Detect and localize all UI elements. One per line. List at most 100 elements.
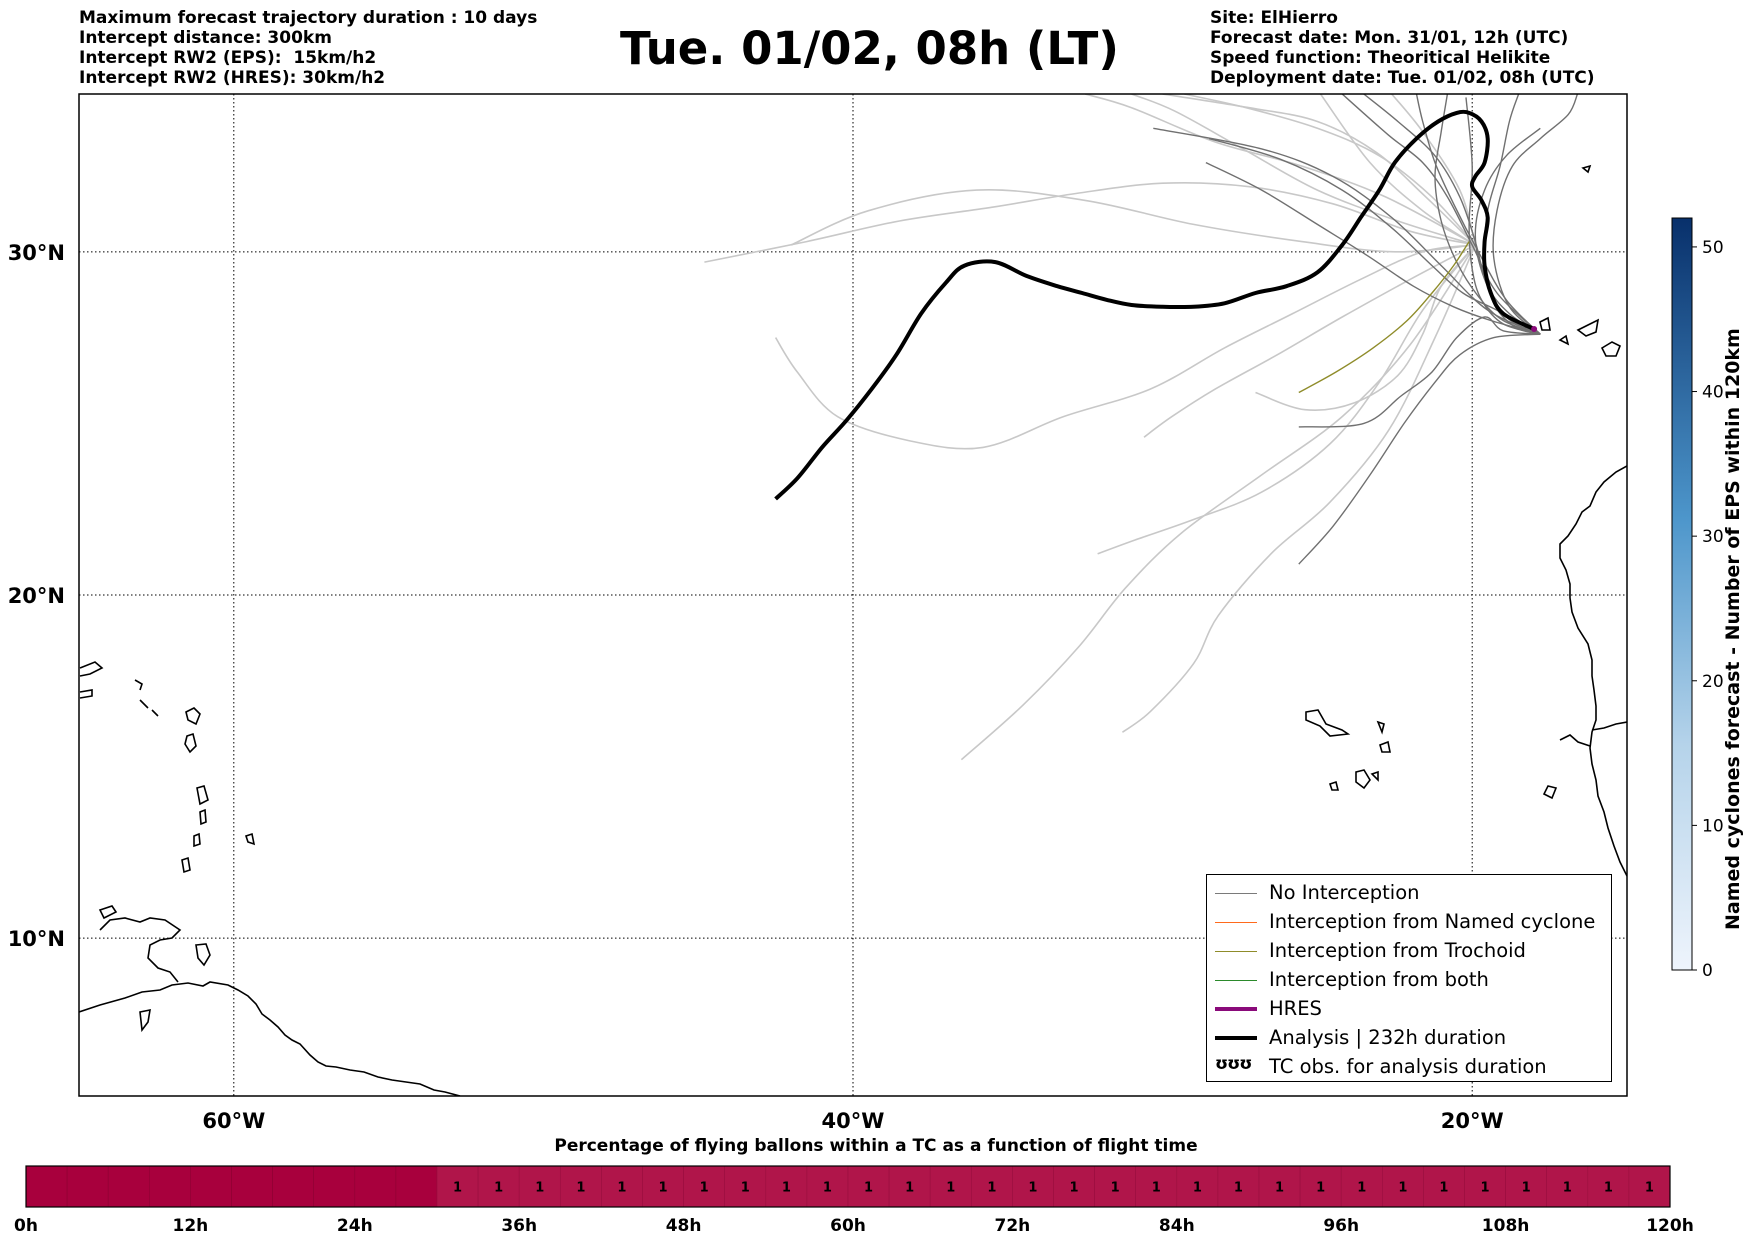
eps-trajectory (1097, 244, 1476, 555)
timeline-cell-value: 1 (782, 1181, 791, 1196)
info-line: Forecast date: Mon. 31/01, 12h (UTC) (1210, 28, 1569, 48)
timeline-cell-value: 1 (1028, 1181, 1037, 1196)
legend-item-both: Interception from both (1207, 966, 1611, 995)
timeline-cell-value: 1 (1316, 1181, 1325, 1196)
coastline-cape-verde (1376, 720, 1385, 735)
eps-trajectory (1162, 94, 1476, 246)
coastline-antilles (184, 732, 197, 754)
analysis-trajectory (774, 109, 1536, 501)
timeline-cell-value: 1 (1152, 1181, 1161, 1196)
legend-item-tc-obs: ʊʊʊ TC obs. for analysis duration (1207, 1053, 1611, 1082)
eps-trajectory (1131, 94, 1476, 246)
coastline-antilles (193, 832, 201, 848)
timeline-tick-label: 48h (666, 1216, 702, 1236)
info-line: Intercept distance: 300km (79, 28, 332, 48)
coastline-canary (1600, 341, 1622, 357)
info-line: Maximum forecast trajectory duration : 1… (79, 8, 538, 28)
coastline-canary (1558, 334, 1570, 346)
timeline-cell-value: 1 (1398, 1181, 1407, 1196)
timeline-cell-value: 1 (823, 1181, 832, 1196)
timeline-cell (1587, 1165, 1630, 1208)
latitude-label: 10°N (8, 927, 65, 951)
timeline-tick-label: 72h (995, 1216, 1031, 1236)
timeline-tick-label: 120h (1646, 1216, 1694, 1236)
timeline-cell-value: 1 (700, 1181, 709, 1196)
legend-swatch (1215, 1036, 1257, 1040)
eps-trajectory (1298, 333, 1541, 565)
legend: No Interception Interception from Named … (1206, 874, 1612, 1082)
timeline-tick-label: 0h (14, 1216, 38, 1236)
timeline-cell-value: 1 (659, 1181, 668, 1196)
map-frame (78, 93, 1628, 1097)
colorbar-tick-label: 40 (1702, 383, 1724, 403)
info-line: Deployment date: Tue. 01/02, 08h (UTC) (1210, 68, 1595, 88)
colorbar-label: Named cyclones forecast - Number of EPS … (1722, 328, 1744, 930)
analysis-track (774, 109, 1536, 501)
legend-item-trochoid: Interception from Trochoid (1207, 937, 1611, 966)
colorbar-ticks: 0 10 20 30 40 50 (1692, 238, 1724, 981)
coastline-madeira (1581, 164, 1592, 174)
timeline-cell (25, 1165, 68, 1208)
legend-item-no-interception: No Interception (1207, 879, 1611, 908)
coastline-antilles (244, 832, 256, 846)
timeline-cell (1053, 1165, 1095, 1208)
coastline-antilles (199, 808, 207, 826)
eps-trajectory (1084, 94, 1476, 246)
timeline-tick-label: 36h (501, 1216, 537, 1236)
timeline-cell (559, 1165, 602, 1208)
longitude-labels: 60°W 40°W 20°W (202, 1109, 1503, 1133)
timeline-tick-label: 24h (337, 1216, 373, 1236)
forecast-parameters: Maximum forecast trajectory duration : 1… (79, 8, 537, 88)
eps-trajectory (1255, 244, 1476, 411)
coastline-antilles (79, 689, 93, 699)
timeline-cell-value: 1 (494, 1181, 503, 1196)
timeline-cell (683, 1165, 725, 1208)
colorbar-tick-label: 10 (1702, 816, 1724, 836)
timeline-bar: 1 1 1 1 1 1 1 1 1 1 1 1 1 1 1 1 1 1 1 1 1 1 1 1 1 1 1 1 1 1 0h 12h 24h 36… (14, 1165, 1694, 1236)
coastline-cape-verde (1355, 769, 1371, 790)
legend-label: Interception from Named cyclone (1269, 910, 1596, 933)
legend-swatch (1215, 922, 1257, 923)
coastline-africa (1559, 465, 1627, 877)
eps-trajectory (1143, 244, 1476, 438)
timeline-cell (1094, 1165, 1136, 1208)
eps-trajectory (1492, 94, 1579, 335)
eps-trajectory (960, 244, 1476, 761)
timeline-cell-value: 1 (946, 1181, 955, 1196)
timeline-cell-value: 1 (1275, 1181, 1284, 1196)
timeline-cell (395, 1165, 438, 1208)
coastline-gulf (99, 917, 182, 983)
longitude-label: 60°W (202, 1109, 265, 1133)
timeline-cell (601, 1165, 643, 1208)
timeline-cell-value: 1 (1481, 1181, 1490, 1196)
timeline-cell-value: 1 (1604, 1181, 1613, 1196)
page-title: Tue. 01/02, 08h (LT) (620, 22, 1119, 75)
colorbar-tick-label: 50 (1702, 238, 1724, 258)
eps-trajectory (1341, 94, 1541, 335)
eps-trajectory (1363, 94, 1541, 335)
longitude-label: 20°W (1441, 1109, 1504, 1133)
timeline-cell-value: 1 (576, 1181, 585, 1196)
timeline-cell-value: 1 (453, 1181, 462, 1196)
timeline-cell-value: 1 (905, 1181, 914, 1196)
eps-trajectories-no-interception (1153, 94, 1579, 565)
coastline-antilles (134, 679, 159, 717)
site-point (1531, 326, 1538, 333)
timeline-cell (354, 1165, 397, 1208)
coastline-cape-verde (1305, 709, 1351, 737)
legend-swatch (1215, 893, 1257, 894)
latitude-label: 30°N (8, 241, 65, 265)
eps-trajectory (1121, 244, 1477, 733)
timeline-cell (1299, 1165, 1342, 1208)
legend-swatch (1215, 1007, 1257, 1011)
colorbar-tick-label: 30 (1702, 527, 1724, 547)
timeline-cell-value: 1 (1522, 1181, 1531, 1196)
colorbar-tick-label: 0 (1702, 961, 1713, 981)
timeline-frame (25, 1165, 1671, 1208)
coastline-island (139, 1008, 151, 1033)
eps-trajectory (1319, 94, 1476, 246)
legend-swatch (1215, 951, 1257, 952)
info-line: Intercept RW2 (HRES): 30km/h2 (79, 68, 386, 88)
timeline-cell (149, 1165, 191, 1208)
trochoid-trajectory (1298, 241, 1470, 394)
